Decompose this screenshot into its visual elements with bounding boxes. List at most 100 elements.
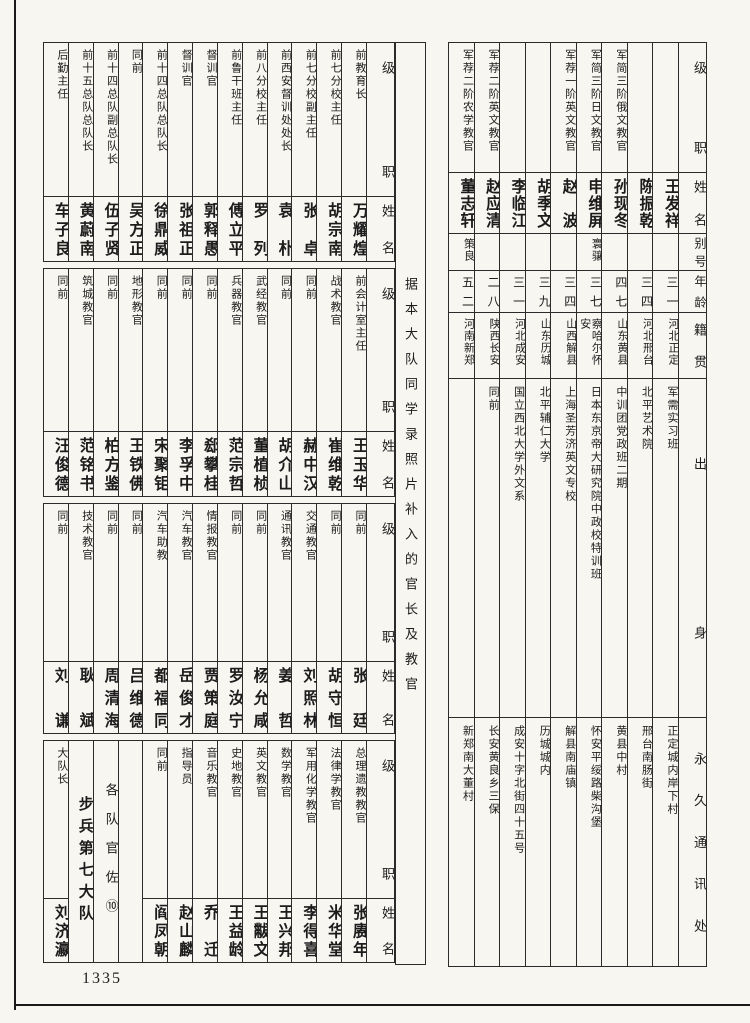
name-header: 姓名 — [380, 906, 394, 955]
rank-cell: 同前 — [44, 269, 68, 432]
officer-column: 同前 胡守恒 — [316, 504, 342, 733]
rank-cell: 前鲁干班主任 — [217, 43, 242, 197]
rank-cell: 前教育长 — [342, 43, 366, 197]
officer-column: 李临江 三一 河北成安 国立西北大学外文系 成安十字北街四十五号 — [499, 43, 525, 966]
rank-cell: 英文教官 — [242, 741, 267, 899]
officer-column: 胡季文 三九 山东历城 北平辅仁大学 历城城内 — [524, 43, 551, 966]
name-cell: 王黻文 — [250, 904, 267, 957]
officer-column: 同前 郄攀桂 — [192, 269, 217, 496]
name-cell: 罗列 — [250, 202, 267, 256]
officer-column: 同前 赫中汉 — [291, 269, 317, 496]
rank-cell: 前十五总队总队长 — [68, 43, 93, 197]
name-cell: 刘照林 — [300, 667, 317, 728]
address-cell: 怀安平绥路柴沟堡 — [589, 725, 602, 829]
name-header: 姓名 — [380, 204, 394, 254]
officer-column: 前八分校主任 罗列 — [241, 43, 267, 261]
rank-header: 级职 — [679, 43, 706, 173]
rank-cell: 同前 — [193, 269, 217, 432]
background-cell: 北平辅仁大学 — [525, 379, 551, 718]
rank-cell: 前西安督训处处长 — [267, 43, 292, 197]
rank-cell: 同前 — [93, 504, 118, 662]
rank-cell: 同前 — [93, 269, 118, 432]
officer-column: 前十五总队总队长 黄蔚南 — [67, 43, 93, 261]
alias-cell — [602, 234, 627, 271]
address-header: 永久通讯处 — [692, 752, 706, 932]
background-cell — [448, 379, 474, 718]
background-cell: 中训团党政班二期 — [602, 379, 627, 718]
officer-column: 汽车助教 都福同 — [142, 504, 168, 733]
age-cell: 二八 — [474, 271, 500, 313]
rank-cell: 军荐二阶农学教官 — [448, 43, 474, 173]
officer-column: 前七分校主任 胡宗南 — [316, 43, 342, 261]
alias-header: 别号 — [679, 234, 706, 271]
rank-header: 级职 — [367, 269, 394, 432]
right-table-header-column: 级职 姓名 别号 年龄 籍贯 出身 永久通讯处 — [678, 43, 706, 966]
rank-cell: 军简三阶日文教官 — [576, 43, 602, 173]
rank-cell: 音乐教官 — [193, 741, 217, 899]
rank-cell: 同前 — [217, 504, 242, 662]
native-place-cell: 河北正定 — [653, 313, 678, 379]
name-cell: 车子良 — [51, 202, 68, 256]
right-roster-table: 级职 姓名 别号 年龄 籍贯 出身 永久通讯处 王发祥 三一 河北正定 军需实习… — [447, 42, 707, 967]
rank-cell: 战术教官 — [317, 269, 342, 432]
officer-column: 交通教官 刘照林 — [291, 504, 317, 733]
officer-column: 同前 李孚中 — [167, 269, 193, 496]
rank-header: 级职 — [367, 43, 394, 197]
rank-cell: 军用化学教官 — [292, 741, 317, 899]
officer-column: 同前 刘谦 — [43, 504, 68, 733]
name-cell: 赵波 — [551, 173, 576, 234]
officer-column: 同前 罗汝宁 — [216, 504, 242, 733]
officer-column: 前七分校副主任 张卓 — [291, 43, 317, 261]
name-cell: 赵应清 — [474, 173, 500, 234]
officer-column: 武经教官 董植桢 — [241, 269, 267, 496]
left-roster-block-3: 级职 姓名 同前 张廷 同前 胡守恒 交通教官 刘照林 通讯教官 姜哲 同前 杨… — [43, 503, 395, 734]
address-cell: 新郑南大董村 — [461, 725, 474, 803]
officer-column: 前西安督训处处长 袁朴 — [266, 43, 292, 261]
officer-column: 战术教官 崔维乾 — [316, 269, 342, 496]
officer-column: 前会计室主任 王玉华 — [341, 269, 366, 496]
rank-cell: 同前 — [317, 504, 342, 662]
rank-cell: 前十四总队副总队长 — [93, 43, 118, 197]
officer-column: 军荐二阶农学教官 董志轩 策良 五二 河南新郑 新郑南大董村 — [447, 43, 474, 966]
address-cell: 正定城内岸下村 — [666, 725, 678, 816]
name-cell: 王益龄 — [225, 904, 242, 957]
age-cell: 三一 — [653, 271, 678, 313]
name-cell: 范宗哲 — [225, 437, 242, 491]
officer-column: 同前 杨允咸 — [241, 504, 267, 733]
native-place-cell: 河南新郑 — [448, 313, 474, 379]
side-note-text: 据本大队同学录照片补入的官长及教官 — [403, 277, 418, 702]
left-roster-block-1: 级职 姓名 前教育长 万耀煌 前七分校主任 胡宗南 前七分校副主任 张卓 前西安… — [43, 42, 395, 262]
officer-column: 军用化学教官 李得喜 — [291, 741, 317, 962]
rank-cell: 前七分校副主任 — [292, 43, 317, 197]
officer-column: 兵器教官 范宗哲 — [216, 269, 242, 496]
officer-column: 同前 吴方正 — [117, 43, 143, 261]
name-cell: 张赓年 — [350, 904, 366, 957]
name-cell: 宋聚钜 — [151, 437, 168, 491]
name-cell: 周清海 — [101, 667, 118, 728]
name-header: 姓名 — [380, 669, 394, 726]
rank-cell: 技术教官 — [68, 504, 93, 662]
rank-cell: 总理遗教教官 — [342, 741, 366, 899]
name-cell: 贾策庭 — [200, 667, 217, 728]
native-place-cell: 山东黄县 — [602, 313, 627, 379]
address-cell: 邢台南肠街 — [640, 725, 653, 790]
officer-column: 同前 胡介山 — [266, 269, 292, 496]
rank-cell: 兵器教官 — [217, 269, 242, 432]
name-cell: 董植桢 — [250, 437, 267, 491]
rank-cell: 史地教官 — [217, 741, 242, 899]
page-edge-left — [14, 0, 16, 1010]
rank-header: 级职 — [367, 504, 394, 662]
age-cell: 三四 — [551, 271, 576, 313]
name-cell: 姜哲 — [275, 667, 292, 728]
name-cell: 李孚中 — [176, 437, 193, 491]
alias-cell — [474, 234, 500, 271]
left-block-4-header-column: 级职 姓名 — [366, 741, 394, 962]
background-cell: 日本东京帝大研究院中政校特训班 — [576, 379, 602, 718]
rank-cell: 军荐一阶英文教官 — [551, 43, 576, 173]
officer-column: 同前 张廷 — [341, 504, 366, 733]
officer-column: 同前 周清海 — [92, 504, 118, 733]
officer-column: 同前 阎凤朝 — [142, 741, 168, 962]
rank-cell: 同前 — [143, 269, 168, 432]
name-cell: 乔迁 — [200, 904, 217, 957]
officer-column: 前教育长 万耀煌 — [341, 43, 366, 261]
